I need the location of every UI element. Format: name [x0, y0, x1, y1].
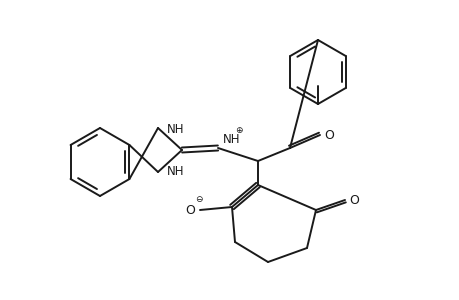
- Text: O: O: [348, 194, 358, 206]
- Text: NH: NH: [223, 133, 240, 146]
- Text: O: O: [185, 205, 195, 218]
- Text: NH: NH: [167, 122, 184, 136]
- Text: NH: NH: [167, 164, 184, 178]
- Text: ⊖: ⊖: [195, 196, 202, 205]
- Text: O: O: [323, 128, 333, 142]
- Text: ⊕: ⊕: [235, 125, 242, 134]
